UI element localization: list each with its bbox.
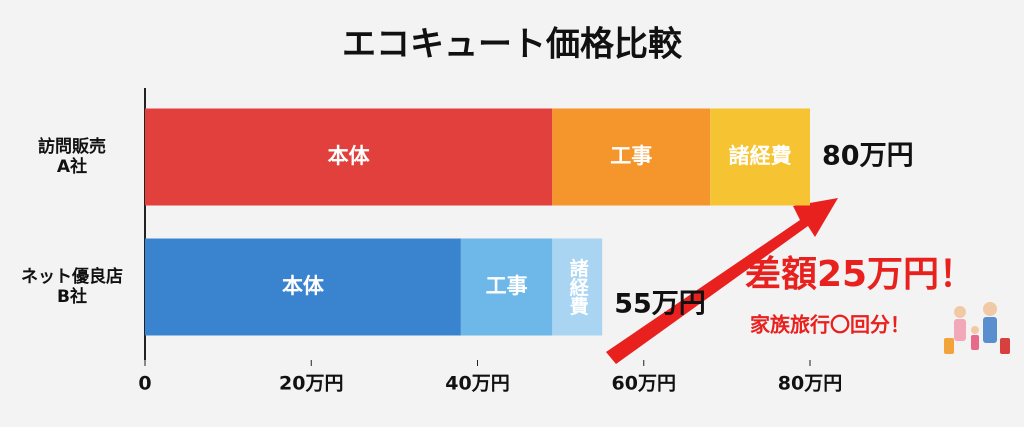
bar-segment	[145, 108, 553, 206]
x-tick-label: 40万円	[445, 373, 509, 395]
bar-segment	[552, 108, 711, 206]
total-label: 80万円	[822, 141, 914, 172]
x-tick-label: 20万円	[279, 373, 343, 395]
segment-label: 工事	[486, 274, 528, 298]
bar-segment	[145, 238, 461, 336]
arrow	[606, 198, 838, 364]
y-tick-label: ネット優良店 B社	[21, 266, 123, 307]
segment-label: 工事	[610, 144, 652, 168]
trip-annotation: 家族旅行〇回分！	[750, 313, 910, 337]
family-icon	[944, 302, 1010, 354]
bar-segment	[552, 238, 603, 336]
total-label: 55万円	[614, 289, 706, 320]
bar-segment	[710, 108, 810, 206]
x-tick-label: 60万円	[612, 373, 676, 395]
bar-segment	[460, 238, 553, 336]
x-tick-label: 0	[138, 373, 151, 395]
segment-label: 諸経費	[567, 257, 589, 316]
segment-label: 本体	[282, 274, 325, 298]
y-tick-label: 訪問販売 A社	[38, 136, 106, 177]
segment-label: 諸経費	[729, 144, 792, 168]
x-tick-label: 80万円	[778, 373, 842, 395]
difference-annotation: 差額25万円！	[745, 254, 975, 295]
chart-title: エコキュート価格比較	[342, 25, 683, 65]
segment-label: 本体	[328, 144, 371, 168]
